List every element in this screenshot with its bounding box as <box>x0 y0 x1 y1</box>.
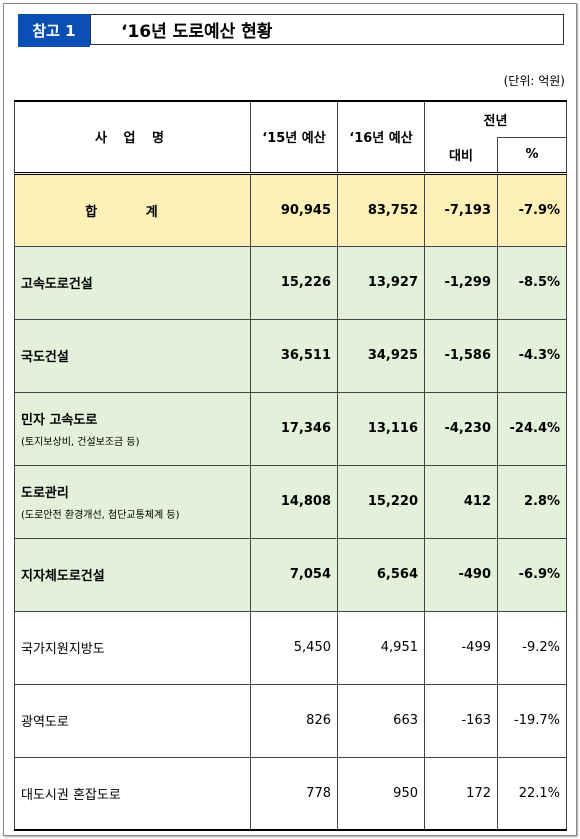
value-cell: 6,564 <box>337 537 425 612</box>
row-name: 광역도로 <box>21 715 69 730</box>
value-cell: 5,450 <box>250 610 338 685</box>
unit: (단위: 억원) <box>503 74 565 88</box>
header-cell: 전년 <box>423 100 568 137</box>
name-cell: 국도건설 <box>14 318 251 393</box>
table-row: 합 계 90,945 83,752 -7,193 -7.9% <box>14 172 568 247</box>
row-name: 국가지원지방도 <box>21 642 105 657</box>
value-cell: 90,945 <box>250 172 338 247</box>
value-cell: 36,511 <box>250 318 338 393</box>
name-cell: 지자체도로건설 <box>14 537 251 612</box>
value-cell: -24.4% <box>496 391 568 466</box>
frame <box>3 3 577 836</box>
table-body: 합 계 90,945 83,752 -7,193 -7.9% 고속도로건설 15,226 13… <box>14 172 568 831</box>
value-cell: -1,299 <box>424 245 498 320</box>
value-cell: -9.2% <box>496 610 568 685</box>
value-cell: -163 <box>424 683 498 758</box>
name-cell: 국가지원지방도 <box>14 610 251 685</box>
value-cell: -1,586 <box>424 318 498 393</box>
value-cell: 826 <box>250 683 338 758</box>
header-cell: % <box>496 136 568 175</box>
value-cell: -490 <box>424 537 498 612</box>
value-cell: 13,927 <box>337 245 425 320</box>
value-cell: 17,346 <box>250 391 338 466</box>
row-name: 국도건설 <box>21 350 69 365</box>
budget-table: 사 업 명 ‘15년 예산 ‘16년 예산 전년 대비 % 합 계 90,945 8… <box>14 100 568 831</box>
table-row: 민자 고속도로 (토지보상비, 건설보조금 등) 17,346 13,116 -4,23… <box>14 391 568 466</box>
row-name: 합 계 <box>85 204 180 220</box>
badge: 참고 1 <box>18 14 90 47</box>
value-cell: -499 <box>424 610 498 685</box>
header-cell: 사 업 명 <box>14 100 251 175</box>
value-cell: 22.1% <box>496 756 568 831</box>
table-row: 도로관리 (도로안전 환경개선, 첨단교통체계 등) 14,808 15,220 412… <box>14 464 568 539</box>
value-cell: 15,226 <box>250 245 338 320</box>
value-cell: 83,752 <box>337 172 425 247</box>
row-name: 지자체도로건설 <box>21 569 105 584</box>
value-cell: 2.8% <box>496 464 568 539</box>
value-cell: 172 <box>424 756 498 831</box>
header-cell: 대비 <box>424 137 498 175</box>
table-row: 대도시권 혼잡도로 778 950 172 22.1% <box>14 756 568 831</box>
table-row: 고속도로건설 15,226 13,927 -1,299 -8.5% <box>14 245 568 320</box>
table-row: 국가지원지방도 5,450 4,951 -499 -9.2% <box>14 610 568 685</box>
header-cell: ‘16년 예산 <box>337 100 425 175</box>
table-row: 국도건설 36,511 34,925 -1,586 -4.3% <box>14 318 568 393</box>
row-note: (토지보상비, 건설보조금 등) <box>21 437 140 448</box>
table-row: 광역도로 826 663 -163 -19.7% <box>14 683 568 758</box>
value-cell: -19.7% <box>496 683 568 758</box>
value-cell: -4.3% <box>496 318 568 393</box>
row-name: 민자 고속도로 <box>21 413 98 428</box>
row-name: 대도시권 혼잡도로 <box>21 787 121 803</box>
value-cell: 4,951 <box>337 610 425 685</box>
value-cell: -4,230 <box>424 391 498 466</box>
value-cell: 778 <box>250 756 338 831</box>
value-cell: 13,116 <box>337 391 425 466</box>
value-cell: 412 <box>424 464 498 539</box>
value-cell: -6.9% <box>496 537 568 612</box>
row-name: 도로관리 <box>21 486 69 501</box>
name-cell: 민자 고속도로 (토지보상비, 건설보조금 등) <box>14 391 251 466</box>
name-cell: 합 계 <box>14 172 251 247</box>
value-cell: 950 <box>337 756 425 831</box>
name-cell: 고속도로건설 <box>14 245 251 320</box>
row-name: 고속도로건설 <box>21 277 93 292</box>
name-cell: 도로관리 (도로안전 환경개선, 첨단교통체계 등) <box>14 464 251 539</box>
table-row: 지자체도로건설 7,054 6,564 -490 -6.9% <box>14 537 568 612</box>
value-cell: 15,220 <box>337 464 425 539</box>
name-cell: 광역도로 <box>14 683 251 758</box>
value-cell: -7.9% <box>496 172 568 247</box>
title: ‘16년 도로예산 현황 <box>90 14 564 45</box>
value-cell: -8.5% <box>496 245 568 320</box>
row-note: (도로안전 환경개선, 첨단교통체계 등) <box>21 510 180 521</box>
value-cell: 34,925 <box>337 318 425 393</box>
header-cell: ‘15년 예산 <box>250 100 338 175</box>
value-cell: 663 <box>337 683 425 758</box>
value-cell: -7,193 <box>424 172 498 247</box>
value-cell: 7,054 <box>250 537 338 612</box>
name-cell: 대도시권 혼잡도로 <box>14 756 251 831</box>
value-cell: 14,808 <box>250 464 338 539</box>
